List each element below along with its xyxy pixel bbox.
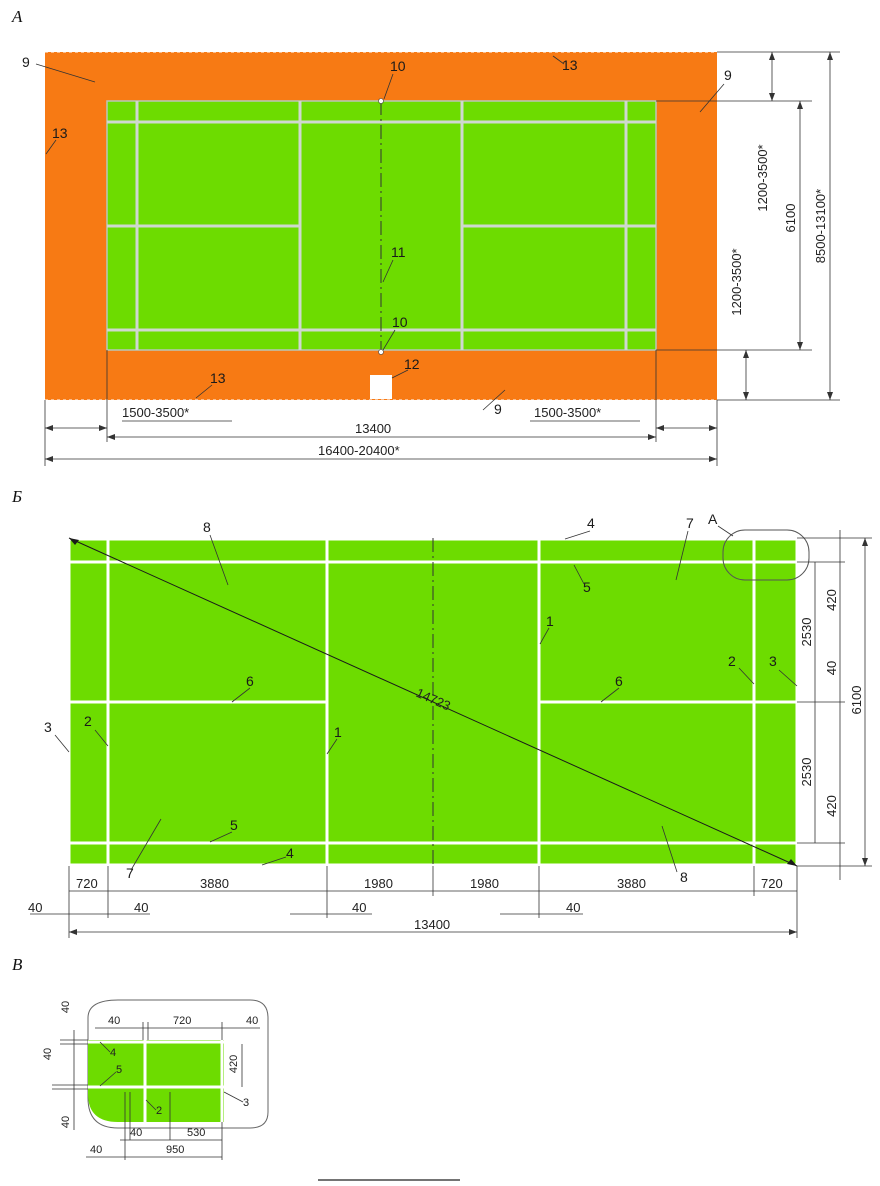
dim-runout-bottom: 1200-3500* <box>729 248 744 315</box>
marker-13-top: 13 <box>562 57 578 73</box>
marker-4-top: 4 <box>587 515 595 531</box>
dim-v-bottom-530: 530 <box>187 1127 205 1139</box>
dim-b-1980-left: 1980 <box>364 876 393 891</box>
dim-runout-top: 1200-3500* <box>755 144 770 211</box>
callout-a-label: А <box>708 511 718 527</box>
dim-b-1980-right: 1980 <box>470 876 499 891</box>
dim-b-40-a: 40 <box>28 900 42 915</box>
section-b-label: Б <box>11 487 22 506</box>
marker-4-bottom: 4 <box>286 845 294 861</box>
marker-7-top: 7 <box>686 515 694 531</box>
marker-3-left: 3 <box>44 719 52 735</box>
marker-v-3: 3 <box>243 1097 249 1109</box>
marker-7-bottom: 7 <box>126 865 134 881</box>
dim-b-2530-bottom: 2530 <box>799 758 814 787</box>
dim-v-top-720: 720 <box>173 1015 191 1027</box>
dim-v-top-40-right: 40 <box>246 1015 258 1027</box>
marker-v-5: 5 <box>116 1064 122 1076</box>
dim-runout-left: 1500-3500* <box>122 405 189 420</box>
panel-a-horizontal-dims <box>44 350 718 466</box>
dim-b-40-mid: 40 <box>824 661 839 675</box>
dim-b-width: 6100 <box>849 686 864 715</box>
dim-b-720-right: 720 <box>761 876 783 891</box>
dim-b-3880-right: 3880 <box>617 876 646 891</box>
dim-b-3880-left: 3880 <box>200 876 229 891</box>
dim-runout-right: 1500-3500* <box>534 405 601 420</box>
callout-a-frame <box>722 529 810 581</box>
dim-court-width: 6100 <box>783 204 798 233</box>
dim-b-420-bottom: 420 <box>824 795 839 817</box>
dim-v-top-40-left: 40 <box>108 1015 120 1027</box>
marker-13-left: 13 <box>52 125 68 141</box>
marker-3-right: 3 <box>769 653 777 669</box>
court-b-lines <box>67 537 799 867</box>
dim-v-bottom-40-far: 40 <box>90 1144 102 1156</box>
dim-court-length: 13400 <box>355 421 391 436</box>
marker-1-right: 1 <box>546 613 554 629</box>
marker-6-left: 6 <box>246 673 254 689</box>
dim-b-40-c: 40 <box>352 900 366 915</box>
marker-2-left: 2 <box>84 713 92 729</box>
dim-b-40-d: 40 <box>566 900 580 915</box>
dim-b-720-left: 720 <box>76 876 98 891</box>
marker-2-right: 2 <box>728 653 736 669</box>
marker-9-bottom: 9 <box>494 401 502 417</box>
dim-v-right-420: 420 <box>228 1055 240 1073</box>
section-a-label: А <box>11 7 23 26</box>
panel-v-top-dims <box>95 1022 260 1040</box>
marker-10-top: 10 <box>390 58 406 74</box>
marker-v-4: 4 <box>110 1047 116 1059</box>
marker-5-top: 5 <box>583 579 591 595</box>
court-a-lines <box>107 101 656 350</box>
panel-v-left-dims <box>52 1030 88 1130</box>
dim-v-left-40-bottom: 40 <box>60 1116 72 1128</box>
marker-9-right: 9 <box>724 67 732 83</box>
marker-10-bottom: 10 <box>392 314 408 330</box>
detail-lines <box>88 1040 224 1122</box>
diagonal-line <box>68 537 798 867</box>
dim-total-length: 16400-20400* <box>318 443 400 458</box>
net-post-bottom <box>378 349 384 355</box>
dim-v-bottom-950: 950 <box>166 1144 184 1156</box>
marker-8-top: 8 <box>203 519 211 535</box>
dim-b-420-top: 420 <box>824 589 839 611</box>
panel-b-bottom-dims <box>30 866 798 938</box>
dim-v-bottom-40: 40 <box>130 1127 142 1139</box>
marker-5-bottom: 5 <box>230 817 238 833</box>
panel-v-bottom-dims <box>86 1092 223 1160</box>
section-v-label: В <box>12 955 23 974</box>
dim-b-2530-top: 2530 <box>799 618 814 647</box>
umpire-chair <box>370 375 392 399</box>
marker-12: 12 <box>404 356 420 372</box>
marker-1-left: 1 <box>334 724 342 740</box>
dim-v-left-40-top: 40 <box>60 1001 72 1013</box>
panel-b-right-dims <box>797 530 872 880</box>
dim-total-width: 8500-13100* <box>813 189 828 263</box>
marker-13-bottom: 13 <box>210 370 226 386</box>
marker-11: 11 <box>391 244 406 260</box>
marker-6-right: 6 <box>615 673 623 689</box>
detail-frame <box>87 999 269 1129</box>
marker-v-2: 2 <box>156 1105 162 1117</box>
net-post-top <box>378 98 384 104</box>
dim-b-40-b: 40 <box>134 900 148 915</box>
panel-a-vertical-dims <box>656 51 840 401</box>
marker-8-bottom: 8 <box>680 869 688 885</box>
marker-9-left: 9 <box>22 54 30 70</box>
detail-court <box>88 1040 224 1122</box>
dim-v-left-40-mid: 40 <box>42 1048 54 1060</box>
dim-b-total: 13400 <box>414 917 450 932</box>
